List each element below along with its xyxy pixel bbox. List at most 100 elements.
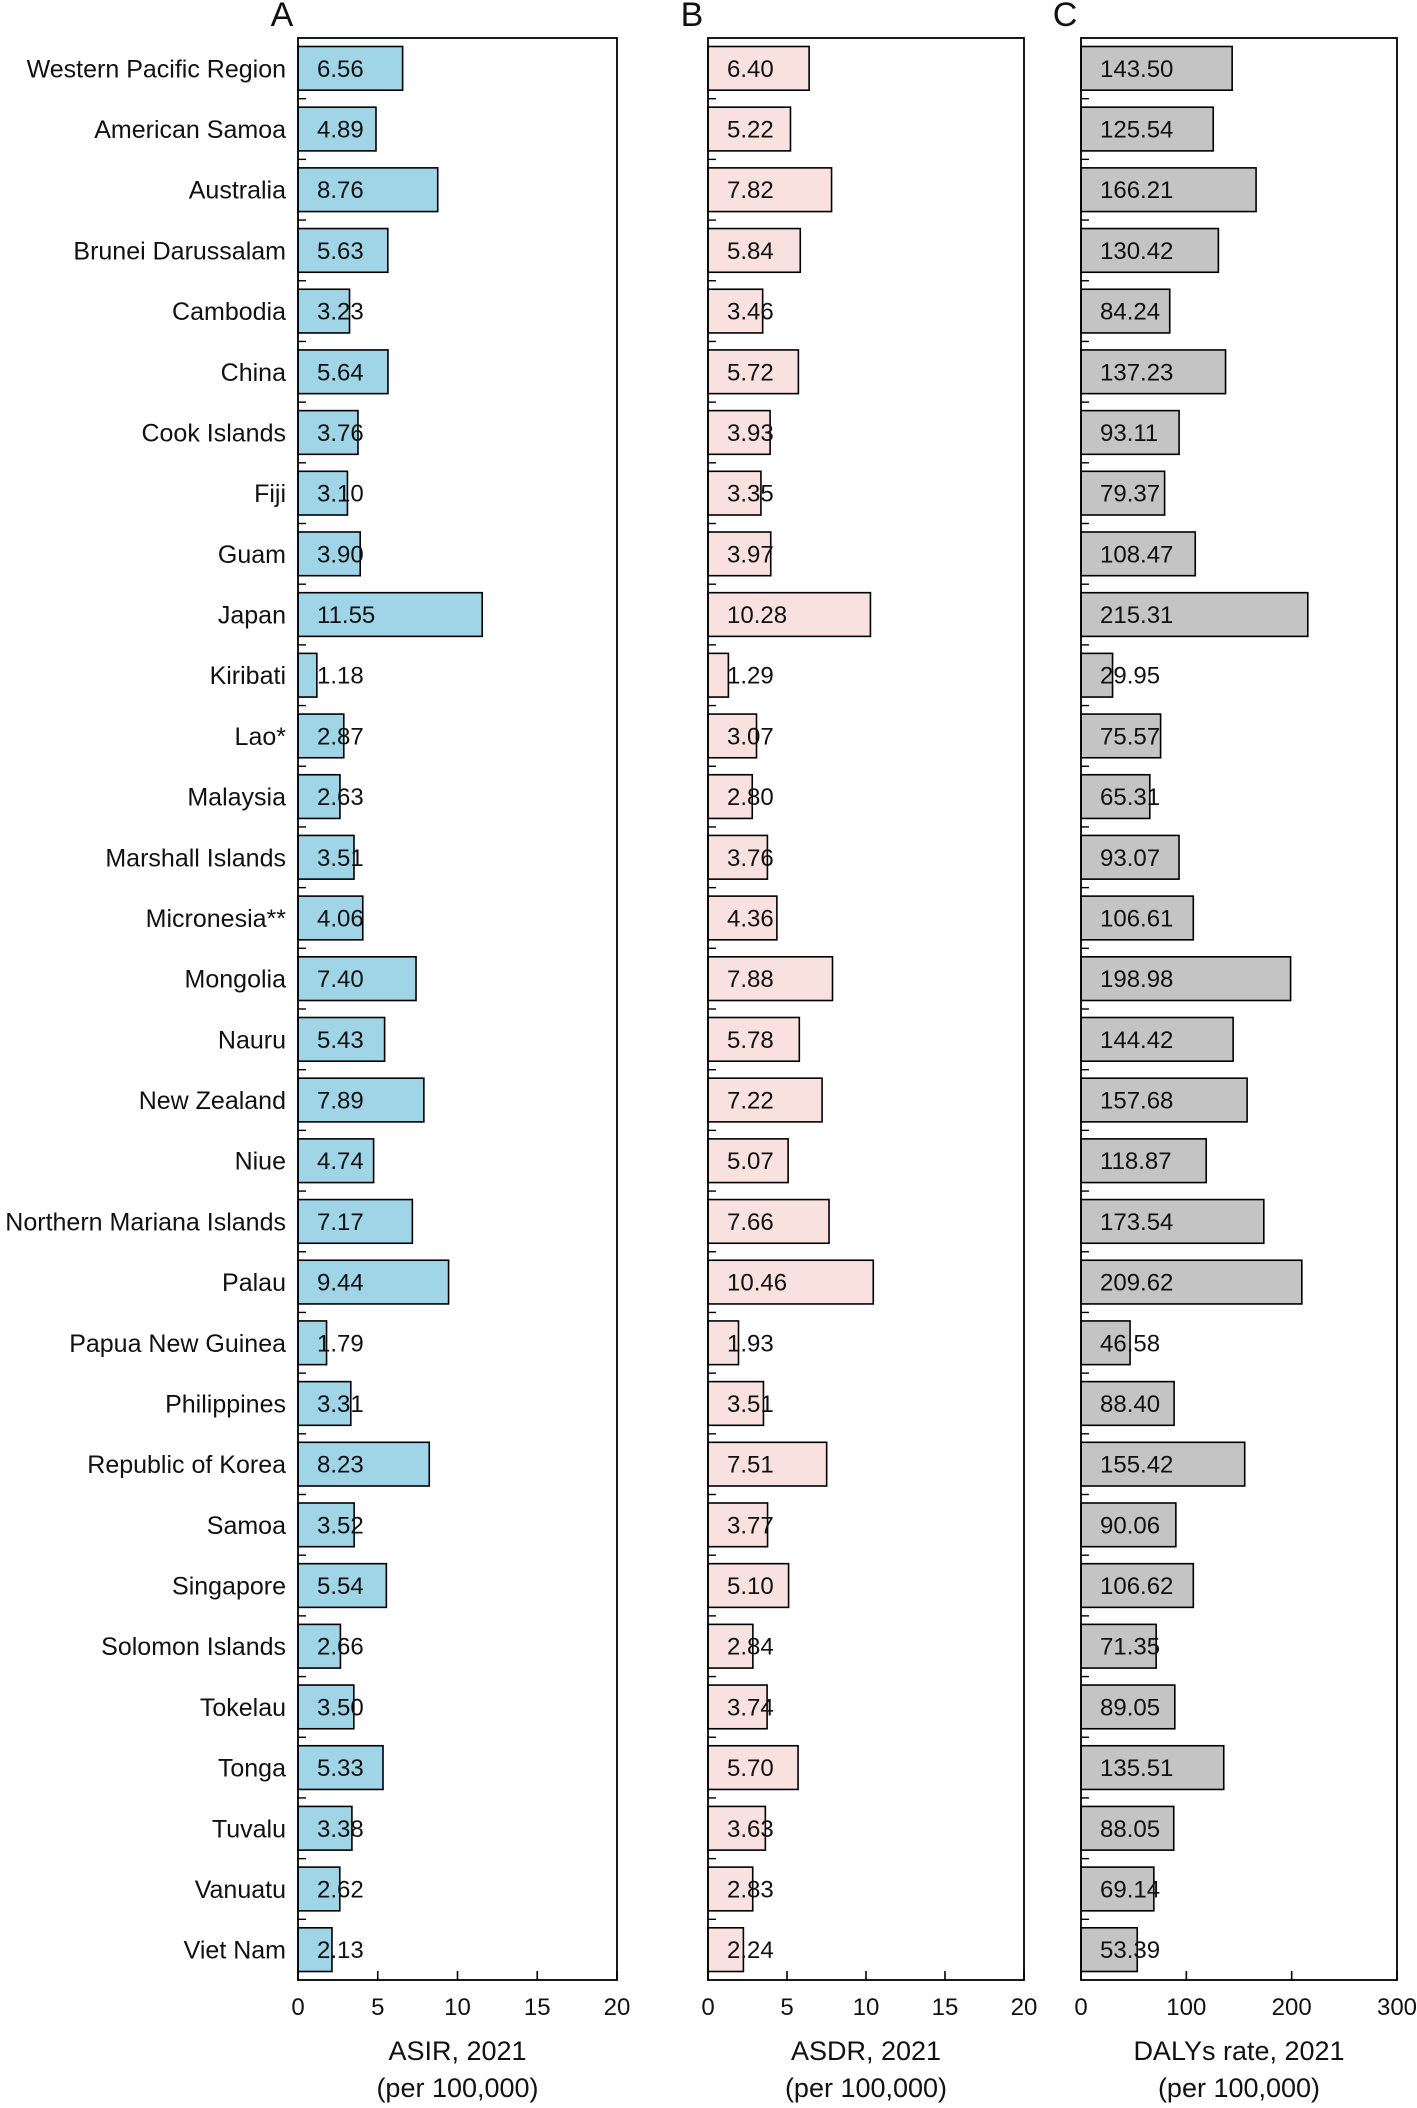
bar: [297, 1502, 355, 1548]
bar: [1080, 1744, 1225, 1791]
category-label: Mongolia: [185, 966, 287, 994]
data-label: 4.89: [317, 117, 364, 144]
category-label: Kiribati: [210, 662, 286, 690]
data-label: 3.97: [727, 541, 774, 568]
bar: [707, 470, 762, 516]
bar: [297, 713, 345, 759]
data-label: 143.50: [1100, 56, 1173, 83]
data-label: 3.10: [317, 481, 364, 508]
category-label: Micronesia**: [146, 905, 287, 933]
bar: [707, 1077, 823, 1123]
data-label: 2.84: [727, 1634, 774, 1661]
data-label: 11.55: [317, 602, 375, 629]
bar: [707, 1927, 745, 1973]
data-label: 166.21: [1100, 177, 1173, 204]
panel-c: C 143.50 125.54 166.21 130.42 84.24 137.23 93.1…: [1053, 0, 1417, 2103]
category-label: China: [221, 359, 286, 387]
category-label: Australia: [189, 177, 286, 205]
data-label: 3.76: [727, 845, 774, 872]
data-label: 4.36: [727, 905, 774, 932]
data-label: 198.98: [1100, 966, 1173, 993]
bar: [297, 1380, 352, 1427]
bar: [1080, 834, 1180, 880]
data-label: 5.33: [317, 1755, 364, 1782]
category-label: Tokelau: [200, 1694, 286, 1722]
bar: [1080, 106, 1215, 152]
data-label: 5.22: [727, 117, 774, 144]
bar: [707, 1259, 875, 1305]
bar: [297, 1198, 414, 1245]
bar: [707, 1866, 754, 1912]
data-label: 7.82: [727, 177, 774, 204]
x-tick-label: 15: [524, 1994, 551, 2021]
bar: [707, 591, 872, 638]
data-label: 2.80: [727, 784, 774, 811]
category-label: New Zealand: [139, 1087, 286, 1115]
panel-b: B 6.40 5.22 7.82 5.84 3.46 5.72 3.93 3.35 3.97 10.…: [681, 0, 1038, 2103]
data-label: 2.63: [317, 784, 364, 811]
bar: [297, 834, 355, 880]
bar: [707, 531, 772, 577]
bar: [1080, 1441, 1246, 1487]
data-label: 7.88: [727, 966, 774, 993]
bar: [1080, 470, 1166, 516]
bar: [707, 834, 769, 880]
data-label: 215.31: [1100, 602, 1173, 629]
x-axis-label: DALYs rate, 2021: [1133, 2036, 1344, 2066]
data-label: 7.22: [727, 1088, 774, 1115]
data-label: 3.74: [727, 1694, 774, 1721]
bar: [1080, 409, 1180, 456]
data-label: 5.10: [727, 1573, 774, 1600]
x-tick-label: 10: [444, 1994, 471, 2021]
category-label: Solomon Islands: [101, 1633, 286, 1661]
category-label: Philippines: [165, 1390, 286, 1418]
bar: [297, 1866, 341, 1912]
data-label: 8.23: [317, 1452, 364, 1479]
bar: [1080, 1320, 1131, 1366]
data-label: 5.72: [727, 359, 774, 386]
data-label: 69.14: [1100, 1876, 1160, 1903]
data-label: 3.46: [727, 299, 774, 326]
bar: [297, 409, 359, 456]
bar: [707, 1138, 789, 1184]
data-label: 3.93: [727, 420, 774, 447]
data-label: 7.66: [727, 1209, 774, 1236]
data-label: 106.61: [1100, 905, 1173, 932]
x-tick-label: 0: [701, 1994, 714, 2021]
bar: [1080, 1927, 1139, 1973]
bar: [707, 1198, 830, 1245]
x-tick-label: 100: [1166, 1994, 1206, 2021]
category-label: Republic of Korea: [87, 1451, 286, 1479]
category-label: Samoa: [207, 1512, 286, 1540]
bar: [1080, 1562, 1195, 1609]
bar: [707, 895, 778, 941]
x-tick-label: 20: [1011, 1994, 1038, 2021]
data-label: 108.47: [1100, 541, 1173, 568]
bar: [1080, 1623, 1157, 1669]
category-label: Palau: [222, 1269, 286, 1297]
category-label: Marshall Islands: [105, 844, 286, 872]
data-label: 3.90: [317, 541, 364, 568]
data-label: 2.83: [727, 1876, 774, 1903]
category-label: American Samoa: [94, 116, 286, 144]
bar: [707, 349, 800, 395]
data-label: 173.54: [1100, 1209, 1173, 1236]
x-tick-label: 0: [291, 1994, 304, 2021]
bar: [297, 288, 351, 334]
data-label: 137.23: [1100, 359, 1173, 386]
x-tick-label: 20: [604, 1994, 631, 2021]
panel-a: A 6.56 Western Pacific Region 4.89 American …: [5, 0, 630, 2103]
data-label: 5.63: [317, 238, 364, 265]
data-label: 6.40: [727, 56, 774, 83]
data-label: 2.24: [727, 1937, 774, 1964]
bar: [297, 1138, 375, 1184]
data-label: 71.35: [1100, 1634, 1160, 1661]
category-label: Tonga: [218, 1755, 286, 1783]
category-label: Malaysia: [187, 784, 286, 812]
bar: [707, 167, 833, 213]
data-label: 8.76: [317, 177, 364, 204]
data-label: 7.89: [317, 1088, 364, 1115]
data-label: 46.58: [1100, 1330, 1160, 1357]
bar: [707, 652, 730, 698]
bar: [297, 652, 318, 698]
